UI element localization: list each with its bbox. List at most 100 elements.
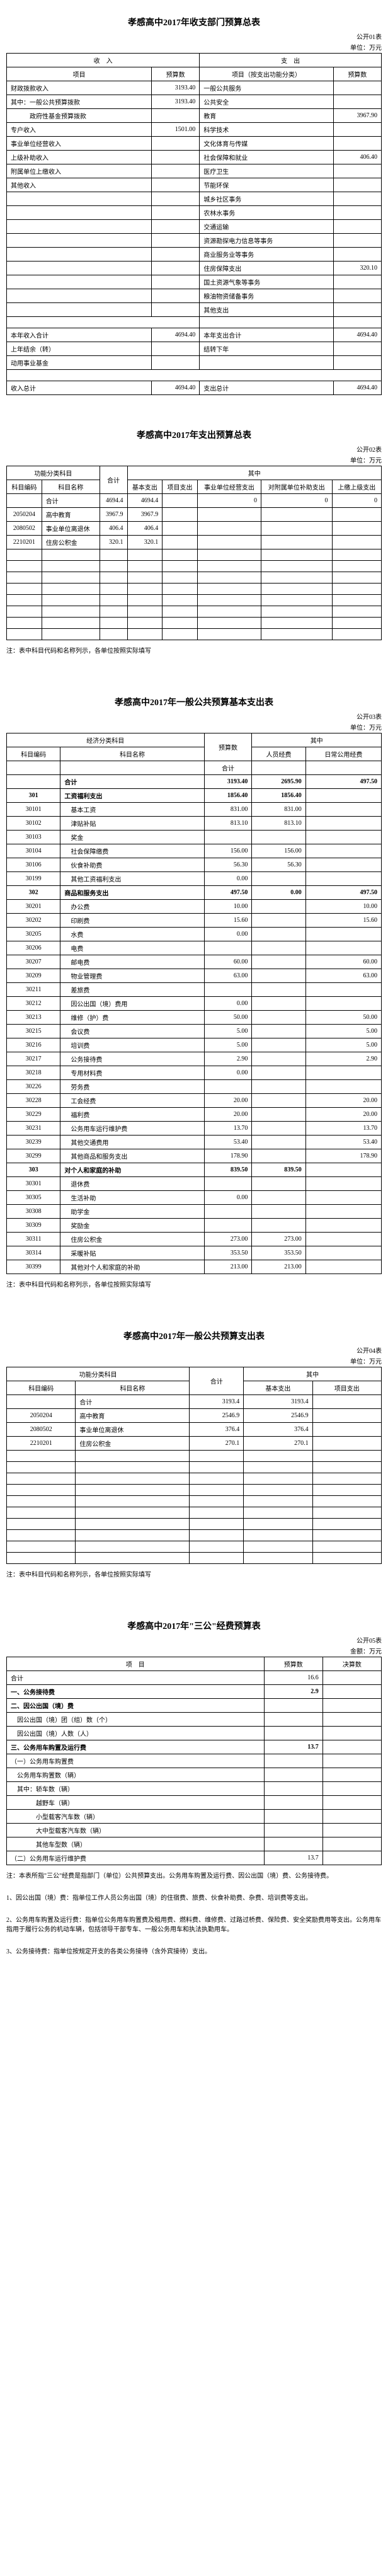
cell: 公务接待费 <box>60 1052 204 1066</box>
cell: 交通运输 <box>200 220 333 234</box>
table-row: 30212 因公出国（境）费用0.00 <box>7 997 382 1011</box>
cell: 20.00 <box>305 1094 381 1108</box>
cell: 1856.40 <box>252 789 305 803</box>
cell <box>76 1519 190 1530</box>
t5-note: 2、公务用车购置及运行费：指单位公务用车购置费及租用费、燃料费、维修费、过路过桥… <box>6 1914 382 1933</box>
t2-title: 孝感高中2017年支出预算总表 <box>6 428 382 441</box>
table-row: 上年结余（转）结转下年 <box>7 342 382 356</box>
cell: 0 <box>261 494 333 508</box>
cell: 资源勘探电力信息等事务 <box>200 234 333 248</box>
table-row: 经济分类科目预算数其中 <box>7 733 382 747</box>
cell: 30218 <box>7 1066 60 1080</box>
cell: 3193.4 <box>244 1395 312 1409</box>
cell <box>252 872 305 886</box>
table-row: 因公出国（境）人数（人） <box>7 1727 382 1740</box>
cell <box>7 1519 76 1530</box>
t1-corner: 公开01表 <box>6 32 382 41</box>
cell <box>7 584 42 595</box>
cell: 其中 <box>127 466 382 480</box>
cell <box>332 584 381 595</box>
cell: 376.4 <box>190 1423 244 1437</box>
cell: 2.90 <box>204 1052 252 1066</box>
cell <box>305 1177 381 1191</box>
cell <box>264 1810 322 1824</box>
cell <box>76 1473 190 1485</box>
table-row: 动用事业基金 <box>7 356 382 370</box>
cell <box>151 109 199 123</box>
cell <box>163 584 198 595</box>
cell: 4694.40 <box>333 381 381 395</box>
cell <box>204 1080 252 1094</box>
table-row: 30229 福利费20.0020.00 <box>7 1108 382 1122</box>
cell <box>261 536 333 549</box>
cell <box>163 522 198 536</box>
cell <box>7 494 42 508</box>
table-row: 国土资源气象等事务 <box>7 275 382 289</box>
cell: 831.00 <box>204 803 252 817</box>
table-row: 301工资福利支出1856.401856.40 <box>7 789 382 803</box>
cell <box>204 941 252 955</box>
table-row: 30106 伙食补助费56.3056.30 <box>7 858 382 872</box>
cell: 合计 <box>42 494 100 508</box>
cell: 63.00 <box>305 969 381 983</box>
cell <box>244 1462 312 1473</box>
cell <box>261 522 333 536</box>
cell: 20.00 <box>204 1108 252 1122</box>
cell: 预算数 <box>151 67 199 81</box>
cell: 3193.40 <box>204 775 252 789</box>
table-row: 政府性基金预算拨款教育3967.90 <box>7 109 382 123</box>
cell <box>76 1496 190 1507</box>
table-row: 30209 物业管理费63.0063.00 <box>7 969 382 983</box>
cell <box>322 1685 381 1699</box>
t5-note: 1、因公出国（境）费：指单位工作人员公务出国（境）的住宿费、旅费、伙食补助费、杂… <box>6 1892 382 1902</box>
cell <box>7 220 152 234</box>
cell <box>252 969 305 983</box>
table-row: 财政拨款收入3193.40一般公共服务 <box>7 81 382 95</box>
table-row: 收 入支 出 <box>7 54 382 67</box>
cell <box>42 584 100 595</box>
cell <box>261 606 333 618</box>
table-row: 30103 奖金 <box>7 831 382 844</box>
cell <box>305 1205 381 1219</box>
cell: 项 目 <box>7 1657 265 1671</box>
cell: 一、公务接待费 <box>7 1685 265 1699</box>
cell: 20.00 <box>305 1108 381 1122</box>
cell <box>7 618 42 629</box>
cell <box>151 356 199 370</box>
cell <box>322 1768 381 1782</box>
cell: 839.50 <box>204 1163 252 1177</box>
cell: 事业单位经营收入 <box>7 137 152 151</box>
cell <box>100 629 127 640</box>
cell <box>42 618 100 629</box>
cell <box>197 618 261 629</box>
t2-unit: 单位：万元 <box>6 455 382 464</box>
table-row: 合计3193.402695.90497.50 <box>7 775 382 789</box>
t5-title: 孝感高中2017年"三公"经费预算表 <box>6 1619 382 1632</box>
cell <box>305 858 381 872</box>
cell: 其他车型数（辆） <box>7 1837 265 1851</box>
cell <box>261 595 333 606</box>
cell <box>305 817 381 831</box>
cell: 预算数 <box>264 1657 322 1671</box>
cell <box>190 1541 244 1553</box>
table-row: 其他车型数（辆） <box>7 1837 382 1851</box>
cell <box>7 775 60 789</box>
cell <box>261 629 333 640</box>
cell <box>312 1553 381 1564</box>
cell: 839.50 <box>252 1163 305 1177</box>
cell: 项目 <box>7 67 152 81</box>
cell <box>252 1094 305 1108</box>
cell <box>197 595 261 606</box>
cell <box>252 1219 305 1233</box>
cell: 30205 <box>7 928 60 941</box>
table-row: 30218 专用材料费0.00 <box>7 1066 382 1080</box>
cell: 事业单位经营支出 <box>197 480 261 494</box>
table-row: 30215 会议费5.005.00 <box>7 1025 382 1038</box>
cell <box>305 1191 381 1205</box>
cell <box>100 584 127 595</box>
table-row: 2210201住房公积金320.1320.1 <box>7 536 382 549</box>
cell: 15.60 <box>204 914 252 928</box>
cell: 住房公积金 <box>76 1437 190 1451</box>
cell <box>127 549 163 561</box>
cell <box>42 629 100 640</box>
